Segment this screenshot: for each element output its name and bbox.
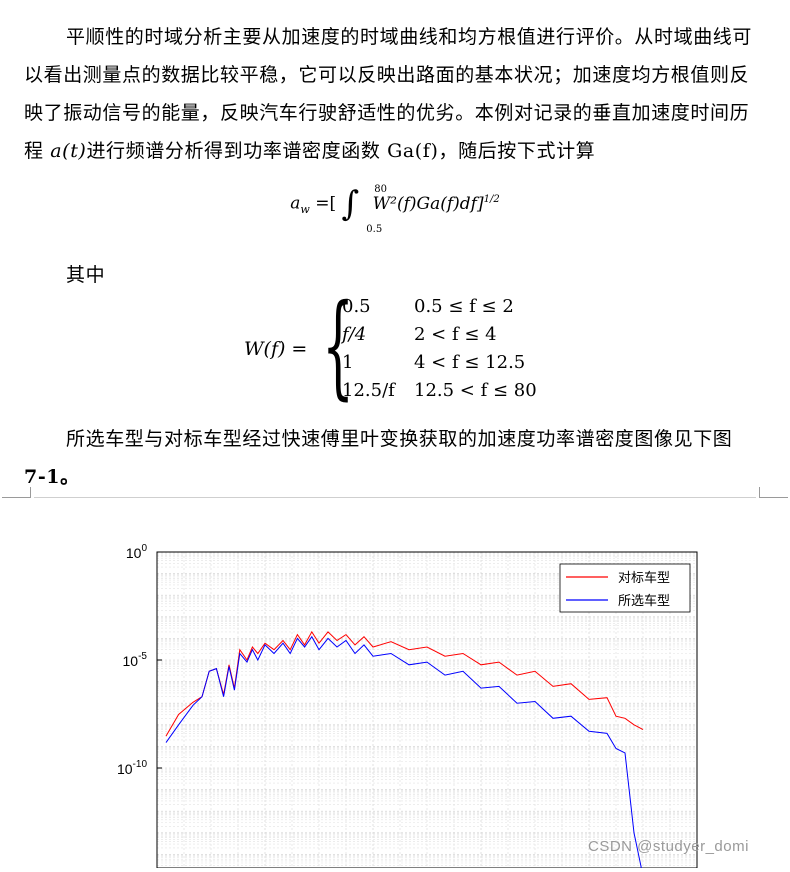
- equation-wf: W(f) = { 0.5 0.5 ≤ f ≤ 2 f/4 2 < f ≤ 4 1…: [244, 281, 537, 411]
- left-brace: {: [322, 281, 355, 411]
- y-tick-label: 100: [126, 543, 148, 561]
- page-corner-mark-left: [2, 487, 31, 498]
- paragraph-1-line-3: 映了振动信号的能量，反映汽车行驶舒适性的优劣。本例对记录的垂直加速度时间历: [24, 102, 750, 124]
- chart-legend: 对标车型 所选车型: [559, 563, 691, 613]
- qizhong-label: 其中: [66, 264, 106, 286]
- legend-label-series-2: 所选车型: [618, 593, 670, 608]
- paragraph-1-line-2: 以看出测量点的数据比较平稳，它可以反映出路面的基本状况；加速度均方根值则反: [24, 64, 750, 86]
- series-lines: [165, 630, 644, 868]
- legend-label-series-1: 对标车型: [618, 570, 670, 585]
- paragraph-1-line-1: 平顺性的时域分析主要从加速度的时域曲线和均方根值进行评价。从时域曲线可: [66, 26, 753, 48]
- legend-box: [559, 563, 691, 613]
- integral-sign: ∫: [341, 184, 360, 224]
- paragraph-2-line-2: 7-1。: [24, 466, 80, 488]
- chart-grid: [157, 552, 697, 868]
- paragraph-2-line-1: 所选车型与对标车型经过快速傅里叶变换获取的加速度功率谱密度图像见下图: [66, 428, 733, 450]
- page-break-divider: [34, 497, 756, 498]
- page-corner-mark-right: [759, 487, 788, 498]
- math-ga-of-f: Ga(f): [387, 140, 439, 162]
- csdn-watermark: CSDN @studyer_domi: [588, 838, 749, 855]
- y-tick-label: 10-5: [123, 651, 148, 669]
- paragraph-1-line-4: 程 a(t)进行频谱分析得到功率谱密度函数 Ga(f)，随后按下式计算: [24, 140, 596, 162]
- series-line-selected: [165, 635, 642, 868]
- equation-aw: aw =[ ∫ 80 0.5 W²(f)Ga(f)df]1/2: [290, 184, 500, 235]
- math-a-of-t: a(t): [50, 140, 87, 162]
- y-tick-label: 10-10: [117, 759, 147, 777]
- series-line-benchmark: [165, 630, 644, 737]
